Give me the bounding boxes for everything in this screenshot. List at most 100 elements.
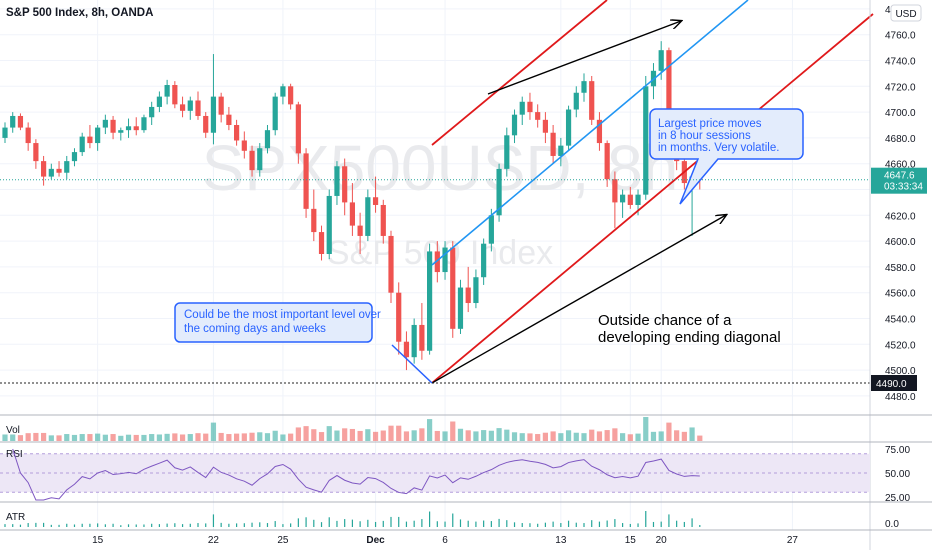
candle[interactable] [372, 176, 379, 213]
candle[interactable] [627, 186, 633, 209]
candle[interactable] [612, 171, 618, 229]
candle[interactable] [17, 113, 24, 131]
candle[interactable] [573, 86, 579, 118]
candle[interactable] [581, 73, 587, 102]
candle[interactable] [380, 199, 386, 244]
candle[interactable] [87, 125, 93, 149]
candle[interactable] [388, 230, 394, 304]
candle[interactable] [264, 125, 271, 154]
candle[interactable] [118, 127, 124, 141]
candle[interactable] [542, 112, 548, 144]
candle[interactable] [203, 112, 209, 138]
candle[interactable] [95, 125, 101, 151]
candle[interactable] [473, 269, 479, 309]
candle[interactable] [589, 75, 595, 125]
candle[interactable] [457, 279, 464, 334]
candle[interactable] [318, 225, 325, 261]
currency-badge[interactable]: USD [890, 4, 922, 22]
time-axis[interactable]: 15 22 25 Dec 6 13 15 20 27 [92, 535, 798, 546]
candle[interactable] [288, 83, 294, 110]
candle[interactable] [620, 189, 626, 218]
candle[interactable] [465, 266, 471, 313]
candle[interactable] [56, 161, 62, 177]
candle[interactable] [357, 212, 363, 254]
candle[interactable] [79, 132, 85, 156]
candle[interactable] [48, 163, 54, 180]
candle[interactable] [434, 241, 440, 283]
atr-pane[interactable]: ATR 0.0 [4, 511, 899, 530]
level-price-tag[interactable]: 4490.0 [871, 375, 917, 391]
candle[interactable] [349, 183, 355, 236]
candle[interactable] [442, 241, 448, 280]
candle[interactable] [257, 143, 263, 177]
candle[interactable] [558, 137, 564, 167]
candle[interactable] [596, 112, 603, 151]
candle[interactable] [411, 318, 417, 364]
candle[interactable] [604, 140, 610, 187]
candle[interactable] [172, 81, 178, 109]
candle[interactable] [133, 117, 139, 136]
level-note-callout[interactable]: Could be the most important level over t… [174, 302, 384, 343]
candle[interactable] [427, 243, 433, 355]
volume-pane[interactable]: Vol [2, 417, 703, 441]
candle[interactable] [403, 331, 410, 371]
candle[interactable] [419, 303, 425, 360]
candle[interactable] [396, 282, 402, 355]
candle[interactable] [365, 189, 371, 242]
atr-bar [189, 523, 191, 527]
candle[interactable] [565, 105, 572, 151]
candle[interactable] [550, 125, 556, 164]
candle[interactable] [342, 158, 348, 216]
volatility-note-callout[interactable]: Largest price moves in 8 hour sessions i… [649, 108, 804, 205]
current-price-tag[interactable]: 4647.603:33:34 [871, 167, 927, 194]
candle[interactable] [218, 92, 224, 123]
candle[interactable] [210, 54, 217, 145]
candle[interactable] [334, 161, 340, 205]
candle[interactable] [643, 75, 649, 200]
candle[interactable] [272, 92, 278, 136]
candle[interactable] [511, 109, 518, 144]
candle[interactable] [326, 189, 332, 260]
candle[interactable] [125, 118, 132, 138]
candle[interactable] [2, 122, 8, 144]
candle[interactable] [496, 163, 502, 222]
candle[interactable] [25, 122, 31, 151]
candle[interactable] [156, 91, 162, 113]
candle[interactable] [71, 148, 78, 167]
candle[interactable] [519, 96, 525, 125]
candle[interactable] [241, 131, 247, 159]
candle[interactable] [33, 139, 39, 169]
candle[interactable] [195, 91, 201, 120]
candle[interactable] [249, 145, 255, 177]
upper-trend-arrow[interactable] [487, 21, 681, 95]
candle[interactable] [481, 238, 487, 285]
candle[interactable] [226, 106, 232, 131]
candle[interactable] [41, 155, 47, 186]
candle[interactable] [102, 114, 108, 135]
channel-mid-blue-line[interactable] [431, 0, 749, 266]
lower-trend-arrow[interactable] [431, 215, 726, 384]
channel-upper-red-line[interactable] [431, 0, 608, 146]
candle[interactable] [450, 241, 456, 338]
candle[interactable] [64, 155, 70, 180]
candle[interactable] [535, 104, 541, 128]
candle[interactable] [141, 114, 147, 133]
candle[interactable] [303, 148, 309, 218]
candle[interactable] [149, 101, 155, 125]
candle[interactable] [164, 79, 170, 105]
candle[interactable] [10, 112, 16, 133]
candle[interactable] [179, 96, 186, 118]
candle[interactable] [110, 115, 116, 140]
candle[interactable] [311, 189, 317, 242]
candle[interactable] [504, 127, 510, 177]
volume-bar [110, 434, 116, 441]
candle[interactable] [295, 101, 301, 164]
channel-lower-red-line[interactable] [431, 13, 874, 384]
candle[interactable] [280, 83, 286, 105]
candle[interactable] [187, 96, 193, 120]
candle[interactable] [527, 92, 533, 120]
price-axis[interactable]: 4480.0 4500.0 4520.0 4540.0 4560.0 4580.0 4600… [869, 0, 916, 550]
candle[interactable] [234, 119, 240, 146]
